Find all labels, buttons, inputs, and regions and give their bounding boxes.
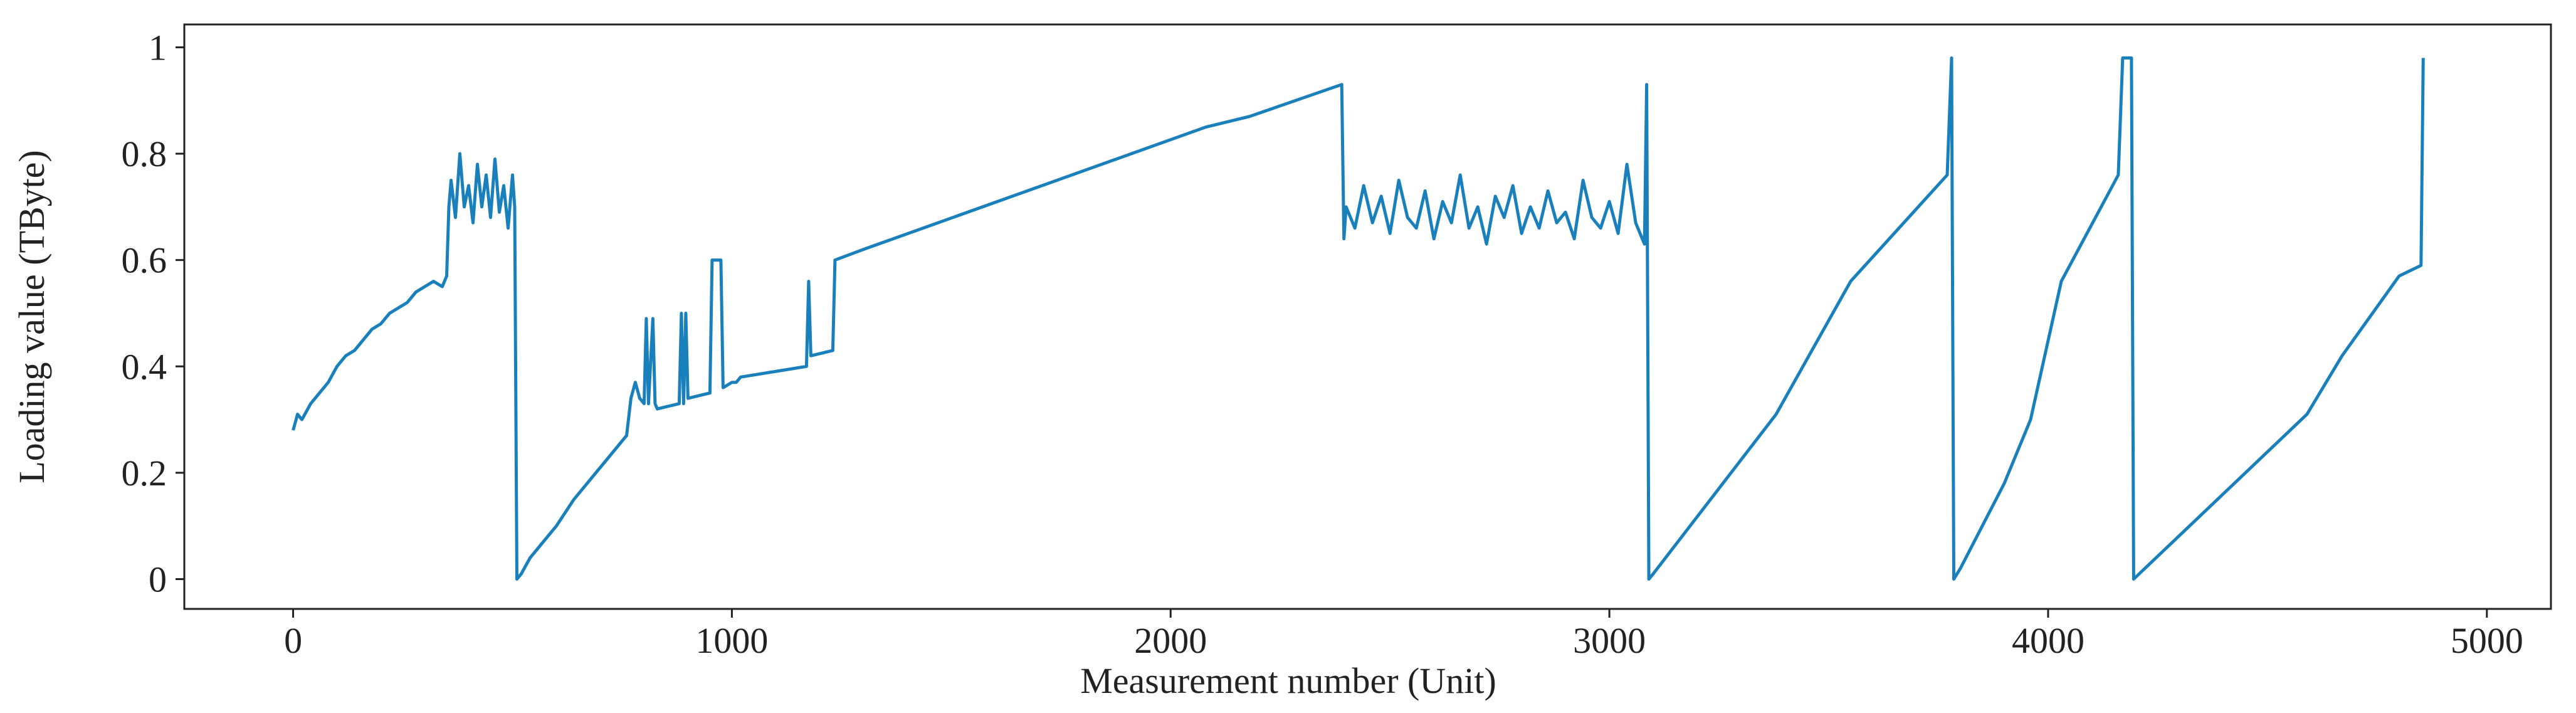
x-tick-label: 5000	[2451, 620, 2523, 661]
data-line	[292, 56, 2425, 581]
x-tick-label: 3000	[1573, 620, 1646, 661]
y-tick-label: 0.2	[122, 453, 167, 494]
y-tick-label: 0.8	[122, 134, 167, 174]
y-tick-label: 0.4	[122, 346, 167, 387]
x-tick-label: 1000	[695, 620, 768, 661]
x-tick-label: 0	[284, 620, 302, 661]
x-axis-label: Measurement number (Unit)	[1080, 660, 1496, 701]
y-tick-label: 0	[149, 559, 167, 600]
y-axis-label: Loading value (TByte)	[11, 150, 52, 483]
x-tick-label: 2000	[1134, 620, 1207, 661]
x-tick-label: 4000	[2012, 620, 2084, 661]
y-tick-label: 1	[149, 27, 167, 68]
plot-frame	[183, 23, 2552, 610]
y-tick-label: 0.6	[122, 240, 167, 281]
